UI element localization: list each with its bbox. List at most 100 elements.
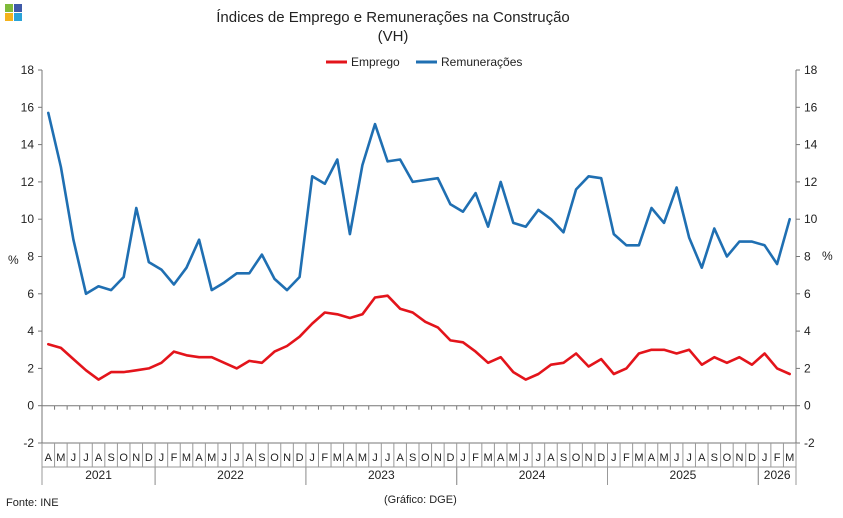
- chart-subtitle: (VH): [378, 28, 409, 45]
- y-tick-label-right: 14: [804, 138, 818, 152]
- y-tick-label-left: 0: [27, 399, 34, 413]
- month-label: O: [270, 452, 279, 464]
- month-label: M: [785, 452, 794, 464]
- chart-credit: (Gráfico: DGE): [384, 494, 457, 506]
- y-tick-label-left: 4: [27, 324, 34, 338]
- month-label: J: [234, 452, 240, 464]
- y-tick-label-left: 10: [21, 212, 35, 226]
- month-label: M: [333, 452, 342, 464]
- month-label: N: [585, 452, 593, 464]
- month-label: O: [421, 452, 430, 464]
- month-label: M: [182, 452, 191, 464]
- year-label: 2023: [368, 468, 395, 482]
- month-label: A: [45, 452, 53, 464]
- month-label: D: [748, 452, 756, 464]
- month-label: J: [523, 452, 529, 464]
- month-label: M: [634, 452, 643, 464]
- y-tick-label-left: 14: [21, 138, 35, 152]
- y-tick-label-right: 10: [804, 212, 818, 226]
- month-label: A: [195, 452, 203, 464]
- month-label: D: [597, 452, 605, 464]
- month-label: M: [56, 452, 65, 464]
- month-label: S: [258, 452, 265, 464]
- month-label: D: [145, 452, 153, 464]
- month-label: A: [547, 452, 555, 464]
- month-label: J: [83, 452, 89, 464]
- year-label: 2024: [519, 468, 546, 482]
- year-label: 2021: [85, 468, 112, 482]
- month-label: O: [572, 452, 581, 464]
- month-label: M: [358, 452, 367, 464]
- month-label: J: [159, 452, 165, 464]
- month-label: A: [396, 452, 404, 464]
- legend: Emprego Remunerações: [326, 55, 522, 69]
- month-label: N: [132, 452, 140, 464]
- month-label: M: [484, 452, 493, 464]
- y-tick-label-right: 8: [804, 250, 811, 264]
- month-label: M: [207, 452, 216, 464]
- month-label: J: [221, 452, 227, 464]
- month-label: M: [659, 452, 668, 464]
- month-label: S: [107, 452, 114, 464]
- month-label: F: [171, 452, 178, 464]
- month-label: S: [711, 452, 718, 464]
- month-label: O: [119, 452, 128, 464]
- month-label: J: [762, 452, 768, 464]
- ine-logo: [5, 4, 22, 21]
- month-label: D: [296, 452, 304, 464]
- month-label: F: [774, 452, 781, 464]
- y-tick-label-left: 8: [27, 250, 34, 264]
- year-label: 2025: [670, 468, 697, 482]
- y-tick-label-right: 4: [804, 324, 811, 338]
- month-label: A: [346, 452, 354, 464]
- source-note: Fonte: INE: [6, 497, 59, 509]
- y-axis-label-left: %: [8, 253, 19, 267]
- month-label: A: [698, 452, 706, 464]
- month-label: J: [71, 452, 77, 464]
- y-tick-label-right: 0: [804, 399, 811, 413]
- y-tick-label-left: -2: [23, 436, 34, 450]
- month-label: A: [648, 452, 656, 464]
- month-label: F: [321, 452, 328, 464]
- month-label: N: [735, 452, 743, 464]
- y-tick-label-right: 6: [804, 287, 811, 301]
- month-label: F: [623, 452, 630, 464]
- legend-label-emprego: Emprego: [351, 55, 400, 69]
- month-label: N: [283, 452, 291, 464]
- y-tick-label-left: 6: [27, 287, 34, 301]
- month-label: J: [686, 452, 692, 464]
- year-label: 2026: [764, 468, 791, 482]
- month-label: J: [674, 452, 680, 464]
- month-label: J: [309, 452, 315, 464]
- month-label: J: [460, 452, 466, 464]
- month-label: F: [472, 452, 479, 464]
- year-label: 2022: [217, 468, 244, 482]
- month-label: J: [372, 452, 378, 464]
- y-tick-label-right: 12: [804, 175, 818, 189]
- month-label: A: [497, 452, 505, 464]
- month-label: A: [95, 452, 103, 464]
- y-tick-label-left: 18: [21, 63, 35, 77]
- y-tick-label-right: 2: [804, 361, 811, 375]
- y-tick-label-right: -2: [804, 436, 815, 450]
- legend-label-remuneracoes: Remunerações: [441, 55, 522, 69]
- y-tick-label-right: 18: [804, 63, 818, 77]
- month-label: J: [611, 452, 617, 464]
- chart-title: Índices de Emprego e Remunerações na Con…: [216, 9, 570, 26]
- month-label: N: [434, 452, 442, 464]
- series-line-remuneracoes: [46, 111, 792, 296]
- month-label: J: [536, 452, 542, 464]
- y-tick-label-left: 2: [27, 361, 34, 375]
- y-tick-label-left: 16: [21, 100, 35, 114]
- month-label: J: [385, 452, 391, 464]
- month-label: O: [723, 452, 732, 464]
- series-line-emprego: [46, 294, 792, 381]
- month-label: A: [246, 452, 254, 464]
- month-label: M: [509, 452, 518, 464]
- y-tick-label-right: 16: [804, 100, 818, 114]
- month-label: S: [409, 452, 416, 464]
- y-tick-label-left: 12: [21, 175, 35, 189]
- month-label: D: [446, 452, 454, 464]
- y-axis-label-right: %: [822, 249, 833, 263]
